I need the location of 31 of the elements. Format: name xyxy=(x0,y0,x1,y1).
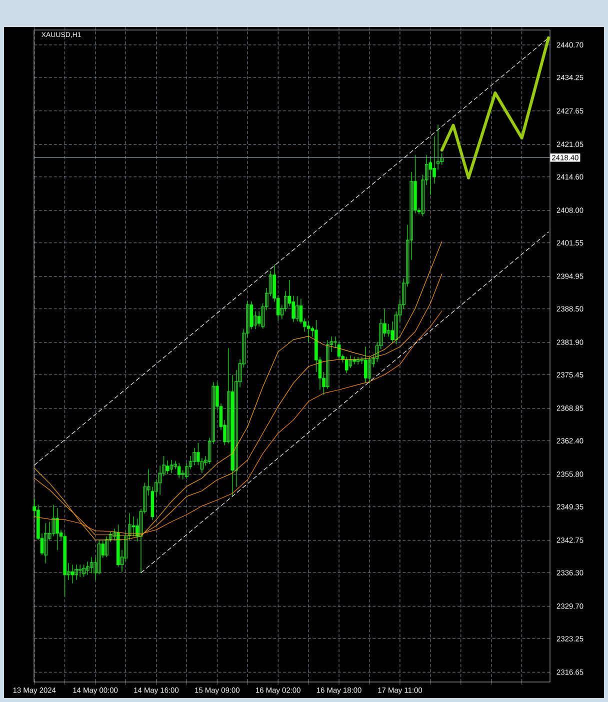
candlestick xyxy=(250,300,254,330)
candlestick xyxy=(56,508,59,550)
candlestick xyxy=(170,460,174,474)
candlestick xyxy=(52,504,56,537)
candlestick xyxy=(348,355,352,368)
candlestick xyxy=(97,540,101,575)
candlestick xyxy=(86,561,90,576)
candlestick xyxy=(74,564,78,580)
candlestick xyxy=(166,460,170,474)
candlestick xyxy=(105,536,108,558)
candlestick xyxy=(345,356,348,374)
candlestick xyxy=(70,564,74,584)
candlestick xyxy=(386,324,390,337)
candlestick xyxy=(364,346,368,384)
candlestick xyxy=(428,156,432,196)
candlestick xyxy=(132,516,136,537)
candlestick xyxy=(296,296,299,322)
candlestick xyxy=(82,564,86,578)
candlestick xyxy=(177,462,181,479)
candlestick xyxy=(192,448,196,466)
candlestick xyxy=(90,556,94,574)
candlestick xyxy=(326,340,330,390)
candlestick xyxy=(368,356,372,384)
candlestick xyxy=(181,470,185,480)
candlestick xyxy=(356,356,360,365)
candlestick xyxy=(44,522,48,564)
candlestick xyxy=(158,465,162,496)
line-series xyxy=(440,36,550,180)
candlestick xyxy=(128,512,132,540)
candlestick xyxy=(299,298,303,324)
candlestick xyxy=(306,321,310,342)
